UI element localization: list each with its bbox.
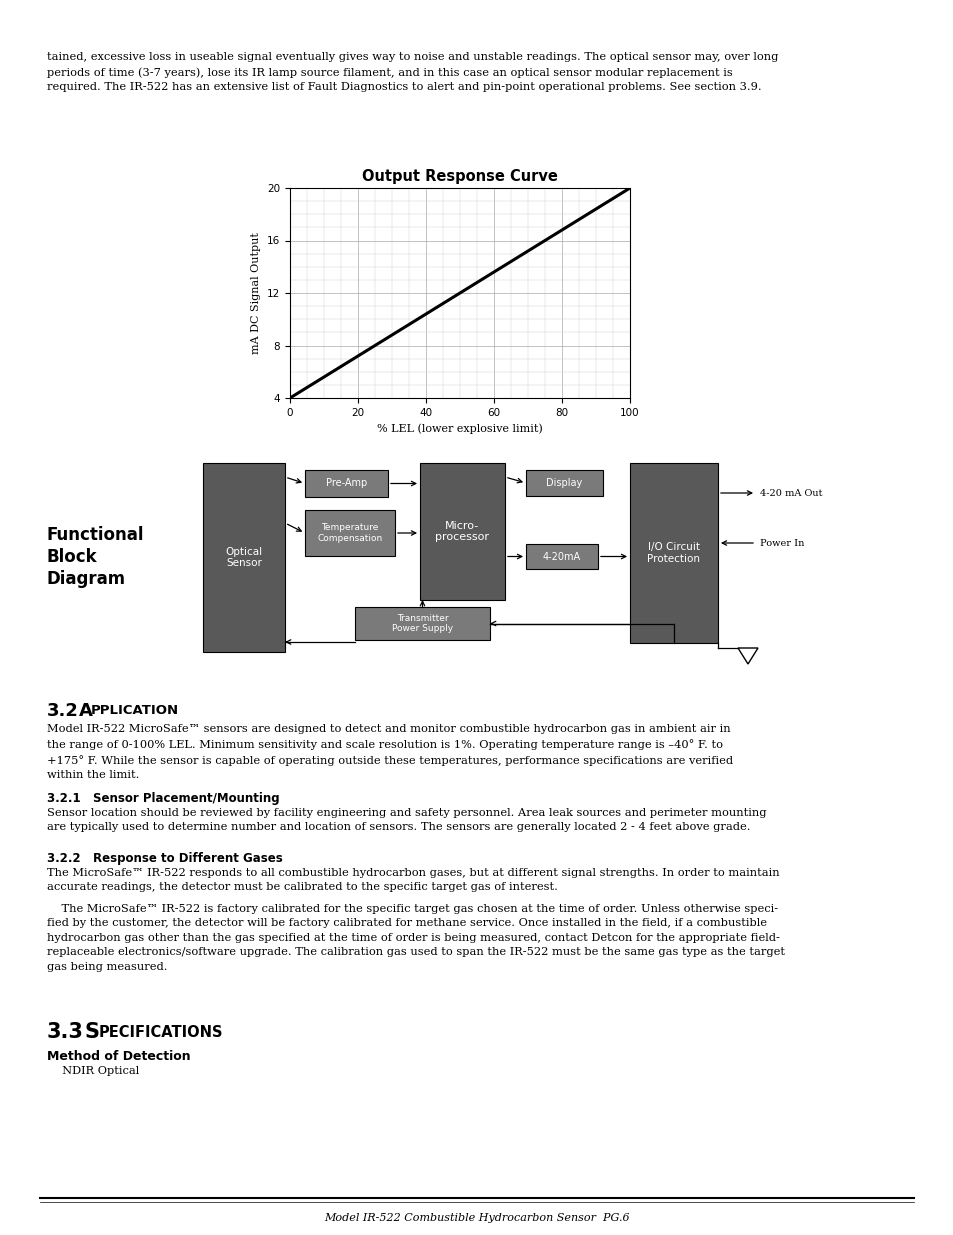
Text: Transmitter
Power Supply: Transmitter Power Supply (392, 614, 453, 634)
Text: 3.2: 3.2 (47, 701, 79, 720)
Text: 4-20mA: 4-20mA (542, 552, 580, 562)
Text: Pre-Amp: Pre-Amp (326, 478, 367, 489)
Text: Model IR-522 MicroSafe™ sensors are designed to detect and monitor combustible h: Model IR-522 MicroSafe™ sensors are desi… (47, 724, 732, 781)
Text: 3.3: 3.3 (47, 1023, 84, 1042)
Bar (305, 510, 395, 556)
Bar (355, 606, 490, 640)
Text: Micro-
processor: Micro- processor (435, 521, 489, 542)
Text: 4-20 mA Out: 4-20 mA Out (760, 489, 821, 498)
Text: Method of Detection: Method of Detection (47, 1050, 191, 1063)
Bar (525, 471, 602, 496)
Text: Functional
Block
Diagram: Functional Block Diagram (47, 526, 144, 588)
Text: 3.2.1   Sensor Placement/Mounting: 3.2.1 Sensor Placement/Mounting (47, 792, 279, 805)
Text: Sensor location should be reviewed by facility engineering and safety personnel.: Sensor location should be reviewed by fa… (47, 808, 765, 832)
Text: Temperature
Compensation: Temperature Compensation (317, 524, 382, 542)
Text: The MicroSafe™ IR-522 is factory calibrated for the specific target gas chosen a: The MicroSafe™ IR-522 is factory calibra… (47, 904, 784, 972)
Text: Display: Display (546, 478, 582, 488)
Text: 3.2.2   Response to Different Gases: 3.2.2 Response to Different Gases (47, 852, 282, 864)
Text: Optical
Sensor: Optical Sensor (225, 547, 262, 568)
Text: tained, excessive loss in useable signal eventually gives way to noise and unsta: tained, excessive loss in useable signal… (47, 52, 778, 62)
Title: Output Response Curve: Output Response Curve (362, 169, 558, 184)
Bar (629, 463, 718, 643)
Y-axis label: mA DC Signal Output: mA DC Signal Output (252, 232, 261, 354)
Text: PPLICATION: PPLICATION (91, 704, 179, 718)
X-axis label: % LEL (lower explosive limit): % LEL (lower explosive limit) (376, 424, 542, 433)
Text: periods of time (3-7 years), lose its IR lamp source filament, and in this case : periods of time (3-7 years), lose its IR… (47, 67, 732, 78)
Bar (203, 463, 285, 652)
Text: I/O Circuit
Protection: I/O Circuit Protection (647, 542, 700, 564)
Text: S: S (85, 1023, 100, 1042)
Text: NDIR Optical: NDIR Optical (55, 1066, 139, 1076)
Text: A: A (79, 701, 92, 720)
Text: The MicroSafe™ IR-522 responds to all combustible hydrocarbon gases, but at diff: The MicroSafe™ IR-522 responds to all co… (47, 868, 779, 893)
Bar (305, 471, 388, 496)
Text: required. The IR-522 has an extensive list of Fault Diagnostics to alert and pin: required. The IR-522 has an extensive li… (47, 82, 760, 91)
Text: Power In: Power In (760, 538, 803, 547)
Text: Model IR-522 Combustible Hydrocarbon Sensor  PG.6: Model IR-522 Combustible Hydrocarbon Sen… (324, 1213, 629, 1223)
Text: PECIFICATIONS: PECIFICATIONS (99, 1025, 223, 1040)
Bar (419, 463, 504, 600)
Bar (525, 543, 598, 569)
